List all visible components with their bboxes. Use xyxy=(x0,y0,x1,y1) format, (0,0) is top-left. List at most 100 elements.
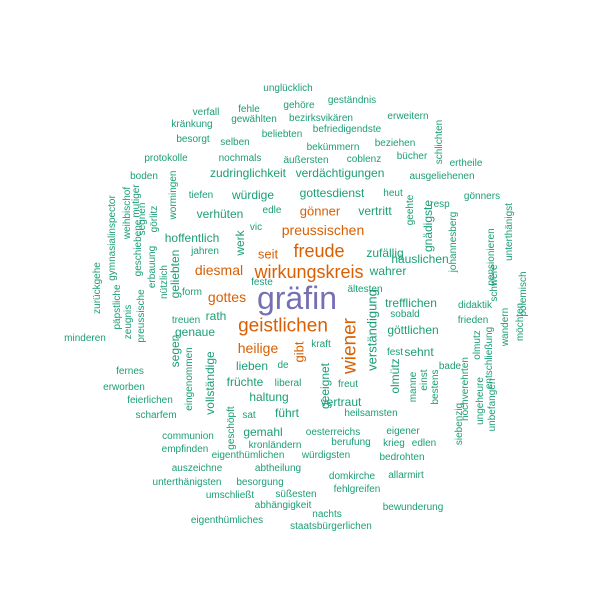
cloud-word: coblenz xyxy=(346,154,382,165)
cloud-word: edle xyxy=(262,205,282,216)
cloud-word: wiener xyxy=(339,318,361,374)
cloud-word: sobald xyxy=(390,309,420,320)
cloud-word: unterthänigst xyxy=(504,203,515,261)
cloud-word: sat xyxy=(242,410,256,421)
cloud-word: vertritt xyxy=(358,204,392,218)
cloud-word: empfinden xyxy=(161,444,209,455)
cloud-word: häuslichen xyxy=(391,252,449,266)
cloud-word: kronländern xyxy=(248,440,302,451)
cloud-word: freude xyxy=(293,241,345,261)
cloud-word: geständnis xyxy=(327,95,377,106)
cloud-word: äußersten xyxy=(283,155,329,166)
cloud-word: göttlichen xyxy=(387,323,439,337)
cloud-word: gönner xyxy=(299,203,341,219)
cloud-word: möchten xyxy=(515,302,526,342)
cloud-word: beziehen xyxy=(374,138,416,149)
cloud-word: unbefangen xyxy=(487,378,498,432)
cloud-word: preussische xyxy=(136,289,147,343)
cloud-word: gewählten xyxy=(231,114,277,125)
cloud-word: tiefen xyxy=(188,190,214,201)
cloud-word: edlen xyxy=(411,438,437,449)
cloud-word: allarmirt xyxy=(388,470,424,481)
cloud-word: eigenthümlichen xyxy=(211,450,285,461)
cloud-word: erweitern xyxy=(387,111,429,122)
cloud-word: gottesdienst xyxy=(299,186,365,200)
cloud-word: zufällig xyxy=(366,246,404,260)
cloud-word: ertheile xyxy=(449,158,483,169)
cloud-word: päpstliche xyxy=(112,284,123,330)
cloud-word: nachts xyxy=(312,509,342,520)
cloud-word: würdigsten xyxy=(301,450,351,461)
cloud-word: verdächtigungen xyxy=(295,166,385,180)
cloud-word: diesmal xyxy=(194,262,244,278)
cloud-word: olmutz xyxy=(472,330,483,360)
cloud-word: gönners xyxy=(463,191,501,202)
cloud-word: scharfem xyxy=(135,410,177,421)
cloud-word: unterthänigsten xyxy=(152,477,222,488)
cloud-word: haltung xyxy=(249,390,289,404)
cloud-word: seit xyxy=(257,246,279,262)
cloud-word: görlitz xyxy=(149,205,160,233)
cloud-word: liberal xyxy=(274,378,302,389)
cloud-word: wormingen xyxy=(168,170,179,220)
cloud-word: heilige xyxy=(237,340,279,356)
cloud-word: verhüten xyxy=(196,207,244,221)
cloud-word: treuen xyxy=(171,315,201,326)
cloud-word: verfall xyxy=(192,107,220,118)
cloud-word: boden xyxy=(130,171,158,182)
cloud-word: ältesten xyxy=(347,284,383,295)
cloud-word: gräfin xyxy=(256,280,338,316)
cloud-word: führt xyxy=(274,406,300,420)
cloud-word: würdige xyxy=(231,188,275,202)
cloud-word: feierlichen xyxy=(127,395,173,406)
cloud-word: fehle xyxy=(238,104,260,115)
cloud-word: hoffentlich xyxy=(164,231,220,245)
cloud-word: preussischen xyxy=(281,222,365,238)
cloud-word: gottes xyxy=(207,289,247,305)
cloud-word: bedrohten xyxy=(379,452,425,463)
cloud-word: bade xyxy=(438,361,462,372)
cloud-word: beliebten xyxy=(261,129,303,140)
cloud-word: minderen xyxy=(64,333,106,344)
cloud-word: abhängigkeit xyxy=(254,500,312,511)
cloud-word: genaue xyxy=(174,325,216,339)
cloud-word: protokolle xyxy=(144,153,188,164)
cloud-word: zudringlichkeit xyxy=(209,166,287,180)
cloud-word: frieden xyxy=(457,315,489,326)
cloud-word: wirkungskreis xyxy=(254,262,364,282)
cloud-word: selben xyxy=(220,137,250,148)
cloud-word: gibt xyxy=(291,341,307,363)
cloud-word: auszeichne xyxy=(171,463,223,474)
cloud-word: oesterreichs xyxy=(305,427,361,438)
cloud-word: unglücklich xyxy=(263,83,313,94)
cloud-word: früchte xyxy=(226,375,264,389)
cloud-word: schwere xyxy=(489,264,500,302)
cloud-word: johannesberg xyxy=(448,211,459,273)
cloud-word: segen xyxy=(168,334,182,368)
cloud-word: vic xyxy=(249,222,263,233)
cloud-word: fernes xyxy=(116,366,144,377)
cloud-word: verständigung xyxy=(364,289,380,371)
cloud-word: geistlichen xyxy=(238,315,328,337)
cloud-word: bezirksvikären xyxy=(289,113,353,124)
cloud-word: abtheilung xyxy=(254,463,302,474)
cloud-word: communion xyxy=(162,431,214,442)
cloud-word: umschließt xyxy=(205,490,255,501)
cloud-word: sehnt xyxy=(404,345,434,359)
cloud-word: befriedigendste xyxy=(312,124,382,135)
cloud-word: fehlgreifen xyxy=(333,484,381,495)
cloud-word: gemahl xyxy=(243,425,283,439)
cloud-word: zeugnis xyxy=(123,304,134,340)
cloud-word: wandern xyxy=(500,307,511,347)
cloud-word: siebenzig xyxy=(454,402,465,446)
cloud-word: bekümmern xyxy=(306,142,360,153)
cloud-word: besorgt xyxy=(176,134,210,145)
cloud-word: geschiebene xyxy=(133,219,144,277)
cloud-word: geschöpft xyxy=(226,406,237,450)
cloud-word: lieben xyxy=(235,359,269,373)
cloud-word: manne xyxy=(408,371,419,403)
cloud-word: nochmals xyxy=(218,153,262,164)
cloud-word: besorgung xyxy=(236,477,284,488)
cloud-word: bestens xyxy=(430,369,441,405)
